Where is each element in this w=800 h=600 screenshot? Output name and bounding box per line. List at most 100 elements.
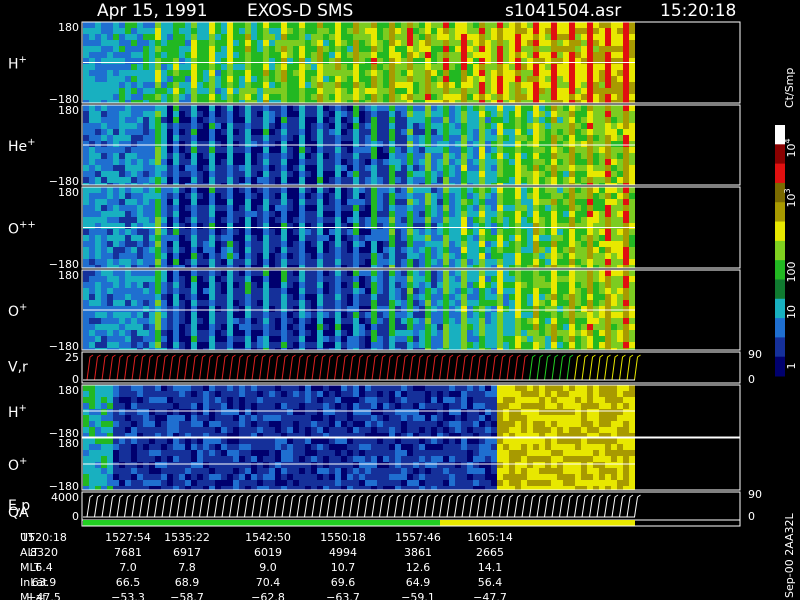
spectrogram-cell [449,100,455,103]
spectrogram-cell [251,312,257,318]
spectrogram-cell [377,288,383,294]
spectrogram-cell [551,193,557,199]
spectrogram-cell [527,165,533,171]
spectrogram-cell [629,58,635,64]
spectrogram-cell [317,153,323,159]
spectrogram-cell [395,199,401,205]
spectrogram-cell [215,229,221,235]
spectrogram-cell [419,229,425,235]
spectrogram-cell [335,324,341,330]
spectrogram-cell [305,229,311,235]
spectrogram-cell [209,270,215,276]
spectrogram-cell [107,336,113,342]
spectrogram-cell [377,282,383,288]
spectrogram-cell [383,82,389,88]
spectrogram-cell [413,300,419,306]
spectrogram-cell [107,129,113,135]
spectrogram-cell [437,253,443,259]
spectrogram-cell [521,117,527,123]
spectrogram-cell [503,318,509,324]
spectrogram-cell [191,171,197,177]
spectrogram-cell [515,177,521,183]
spectrogram-cell [575,105,581,111]
spectrogram-cell [485,82,491,88]
spectrogram-cell [383,28,389,34]
spectrogram-cell [287,76,293,82]
spectrogram-cell [557,28,563,34]
spectrogram-cell [539,58,545,64]
spectrogram-cell [527,76,533,82]
spectrogram-cell [527,282,533,288]
spectrogram-cell [347,70,353,76]
spectrogram-cell [323,193,329,199]
spectrogram-cell [377,177,383,183]
spectrogram-cell [509,88,515,94]
spectrogram-cell [413,223,419,229]
spectrogram-cell [83,229,89,235]
spectrogram-cell [437,217,443,223]
spectrogram-cell [215,199,221,205]
spectrogram-cell [113,276,119,282]
spectrogram-cell [287,276,293,282]
spectrogram-cell [107,141,113,147]
spectrogram-cell [143,94,149,100]
spectrogram-cell [521,300,527,306]
spectrogram-cell [539,94,545,100]
spectrogram-cell [419,159,425,165]
spectrogram-cell [149,259,155,265]
spectrogram-cell [215,217,221,223]
spectrogram-cell [509,135,515,141]
spectrogram-cell [125,159,131,165]
spectrogram-cell [263,259,269,265]
spectrogram-cell [89,300,95,306]
spectrogram-cell [407,324,413,330]
spectrogram-cell [329,141,335,147]
spectrogram-cell [563,211,569,217]
spectrogram-cell [551,229,557,235]
spectrogram-cell [239,94,245,100]
spectrogram-cell [551,171,557,177]
spectrogram-cell [293,253,299,259]
spectrogram-cell [521,111,527,117]
spectrogram-cell [167,171,173,177]
spectrogram-cell [611,105,617,111]
spectrogram-cell [239,187,245,193]
spectrogram-cell [197,318,203,324]
spectrogram-cell [209,241,215,247]
spectrogram-cell [413,312,419,318]
spectrogram-cell [563,241,569,247]
spectrogram-cell [551,153,557,159]
spectrogram-cell [101,330,107,336]
spectrogram-cell [623,183,629,185]
spectrogram-cell [275,300,281,306]
spectrogram-cell [407,294,413,300]
spectrogram-cell [257,217,263,223]
spectrogram-cell [449,159,455,165]
spectrogram-cell [365,288,371,294]
spectrogram-cell [203,265,209,268]
spectrogram-cell [137,141,143,147]
spectrogram-cell [575,241,581,247]
spectrogram-cell [113,241,119,247]
spectrogram-cell [281,211,287,217]
spectrogram-cell [197,282,203,288]
spectrogram-cell [293,235,299,241]
spectrogram-cell [407,76,413,82]
spectrogram-cell [269,318,275,324]
spectrogram-cell [575,141,581,147]
spectrogram-cell [575,235,581,241]
spectrogram-cell [299,52,305,58]
spectrogram-cell [425,288,431,294]
spectrogram-cell [587,193,593,199]
spectrogram-cell [125,70,131,76]
spectrogram-cell [347,165,353,171]
spectrogram-cell [521,199,527,205]
spectrogram-cell [89,217,95,223]
spectrogram-cell [143,276,149,282]
spectrogram-cell [209,165,215,171]
spectrogram-cell [539,64,545,70]
spectrogram-cell [503,270,509,276]
spectrogram-cell [185,259,191,265]
spectrogram-cell [329,276,335,282]
spectrogram-cell [389,141,395,147]
